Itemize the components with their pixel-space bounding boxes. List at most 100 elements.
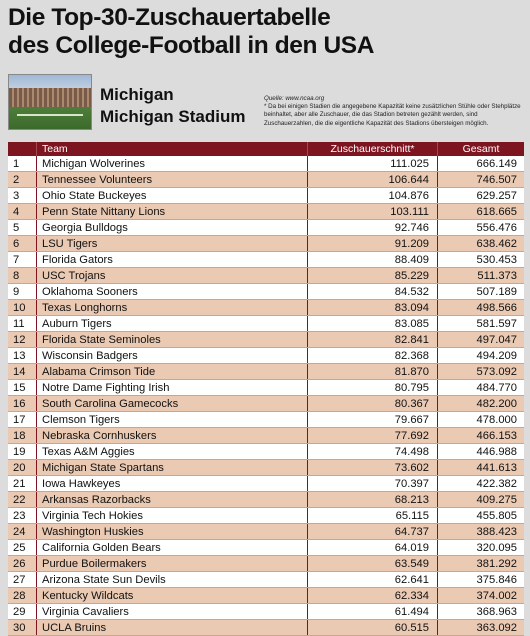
rank-cell: 26 — [8, 556, 37, 571]
average-cell: 62.641 — [308, 572, 438, 587]
title-line-1: Die Top-30-Zuschauertabelle — [8, 4, 331, 31]
average-cell: 84.532 — [308, 284, 438, 299]
table-row: 7 Florida Gators 88.409 530.453 — [8, 252, 524, 268]
team-cell: LSU Tigers — [37, 236, 308, 251]
total-cell: 320.095 — [476, 541, 517, 554]
team-cell: Alabama Crimson Tide — [37, 364, 308, 379]
total-cell: 507.189 — [476, 285, 517, 298]
rank-cell: 25 — [8, 540, 37, 555]
total-cell: 573.092 — [476, 365, 517, 378]
page-title: Die Top-30-Zuschauertabelle des College-… — [8, 4, 523, 60]
table-row: 30 UCLA Bruins 60.515 363.092 — [8, 620, 524, 636]
rank-cell: 5 — [8, 220, 37, 235]
rank-cell: 14 — [8, 364, 37, 379]
average-cell: 82.841 — [308, 332, 438, 347]
total-cell: 466.153 — [476, 429, 517, 442]
team-cell: Florida Gators — [37, 252, 308, 267]
attendance-table: Team Zuschauerschnitt* Gesamt 1 Michigan … — [8, 142, 524, 636]
total-cell: 441.613 — [476, 461, 517, 474]
rank-cell: 7 — [8, 252, 37, 267]
average-cell: 88.409 — [308, 252, 438, 267]
featured-stadium-name: Michigan Stadium — [100, 107, 246, 126]
table-row: 25 California Golden Bears 64.019 320.095 — [8, 540, 524, 556]
table-row: 2 Tennessee Volunteers 106.644 746.507 — [8, 172, 524, 188]
table-row: 5 Georgia Bulldogs 92.746 556.476 — [8, 220, 524, 236]
average-cell: 91.209 — [308, 236, 438, 251]
average-cell: 82.368 — [308, 348, 438, 363]
team-cell: Notre Dame Fighting Irish — [37, 380, 308, 395]
team-cell: Tennessee Volunteers — [37, 172, 308, 187]
source-note: Quelle: www.ncaa.org * Da bei einigen St… — [264, 95, 526, 128]
header-total: Gesamt — [462, 143, 500, 155]
title-line-2: des College-Football in den USA — [8, 32, 375, 59]
table-row: 26 Purdue Boilermakers 63.549 381.292 — [8, 556, 524, 572]
total-cell: 422.382 — [476, 477, 517, 490]
rank-cell: 23 — [8, 508, 37, 523]
average-cell: 83.085 — [308, 316, 438, 331]
rank-cell: 17 — [8, 412, 37, 427]
team-cell: Auburn Tigers — [37, 316, 308, 331]
team-cell: South Carolina Gamecocks — [37, 396, 308, 411]
team-cell: Florida State Seminoles — [37, 332, 308, 347]
average-cell: 104.876 — [308, 188, 438, 203]
total-cell: 666.149 — [476, 157, 517, 170]
average-cell: 70.397 — [308, 476, 438, 491]
team-cell: UCLA Bruins — [37, 620, 308, 635]
team-cell: Wisconsin Badgers — [37, 348, 308, 363]
total-cell: 482.200 — [476, 397, 517, 410]
average-cell: 77.692 — [308, 428, 438, 443]
average-cell: 80.367 — [308, 396, 438, 411]
table-row: 3 Ohio State Buckeyes 104.876 629.257 — [8, 188, 524, 204]
total-cell: 363.092 — [476, 621, 517, 634]
table-row: 12 Florida State Seminoles 82.841 497.047 — [8, 332, 524, 348]
total-cell: 556.476 — [476, 221, 517, 234]
total-cell: 484.770 — [476, 381, 517, 394]
team-cell: Virginia Tech Hokies — [37, 508, 308, 523]
team-cell: Washington Huskies — [37, 524, 308, 539]
table-row: 8 USC Trojans 85.229 511.373 — [8, 268, 524, 284]
total-cell: 374.002 — [476, 589, 517, 602]
team-cell: Kentucky Wildcats — [37, 588, 308, 603]
total-cell: 388.423 — [476, 525, 517, 538]
table-row: 10 Texas Longhorns 83.094 498.566 — [8, 300, 524, 316]
table-row: 17 Clemson Tigers 79.667 478.000 — [8, 412, 524, 428]
total-cell: 478.000 — [476, 413, 517, 426]
team-cell: Ohio State Buckeyes — [37, 188, 308, 203]
team-cell: Purdue Boilermakers — [37, 556, 308, 571]
rank-cell: 19 — [8, 444, 37, 459]
table-row: 28 Kentucky Wildcats 62.334 374.002 — [8, 588, 524, 604]
rank-cell: 13 — [8, 348, 37, 363]
rank-cell: 22 — [8, 492, 37, 507]
team-cell: Arizona State Sun Devils — [37, 572, 308, 587]
rank-cell: 24 — [8, 524, 37, 539]
average-cell: 65.115 — [308, 508, 438, 523]
table-row: 22 Arkansas Razorbacks 68.213 409.275 — [8, 492, 524, 508]
table-row: 24 Washington Huskies 64.737 388.423 — [8, 524, 524, 540]
team-cell: Oklahoma Sooners — [37, 284, 308, 299]
total-cell: 409.275 — [476, 493, 517, 506]
rank-cell: 12 — [8, 332, 37, 347]
average-cell: 64.737 — [308, 524, 438, 539]
team-cell: Penn State Nittany Lions — [37, 204, 308, 219]
table-row: 18 Nebraska Cornhuskers 77.692 466.153 — [8, 428, 524, 444]
rank-cell: 16 — [8, 396, 37, 411]
rank-cell: 21 — [8, 476, 37, 491]
rank-cell: 30 — [8, 620, 37, 635]
table-header-row: Team Zuschauerschnitt* Gesamt — [8, 142, 524, 156]
total-cell: 494.209 — [476, 349, 517, 362]
rank-cell: 10 — [8, 300, 37, 315]
table-row: 15 Notre Dame Fighting Irish 80.795 484.770 — [8, 380, 524, 396]
rank-cell: 1 — [8, 156, 37, 171]
team-cell: Texas Longhorns — [37, 300, 308, 315]
team-cell: Virginia Cavaliers — [37, 604, 308, 619]
featured-team: Michigan — [100, 85, 174, 104]
average-cell: 111.025 — [308, 156, 438, 171]
average-cell: 106.644 — [308, 172, 438, 187]
total-cell: 381.292 — [476, 557, 517, 570]
team-cell: Clemson Tigers — [37, 412, 308, 427]
average-cell: 68.213 — [308, 492, 438, 507]
rank-cell: 4 — [8, 204, 37, 219]
average-cell: 74.498 — [308, 444, 438, 459]
table-row: 1 Michigan Wolverines 111.025 666.149 — [8, 156, 524, 172]
total-cell: 581.597 — [476, 317, 517, 330]
